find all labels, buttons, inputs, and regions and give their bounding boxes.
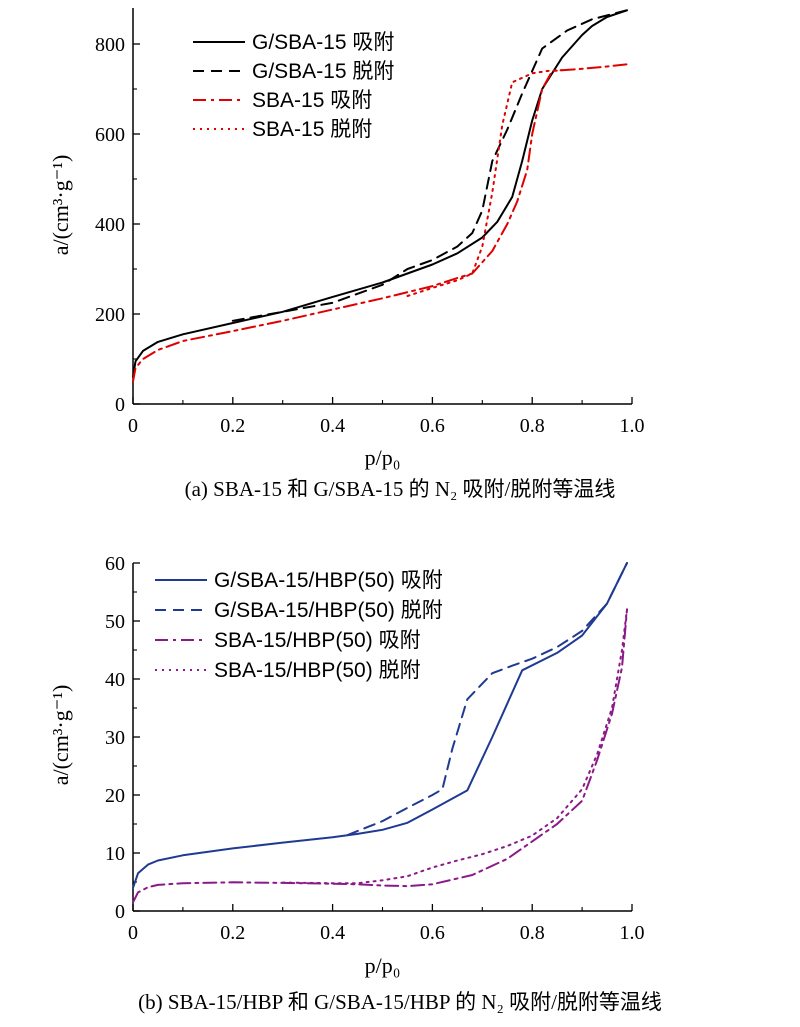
x-tick-label: 1.0 — [620, 415, 645, 437]
x-tick-label: 0 — [128, 415, 138, 437]
series-line-1 — [132, 9, 628, 378]
legend-label: SBA-15/HBP(50) 吸附 — [214, 629, 421, 652]
y-axis-label: a/(cm³·g⁻¹) — [48, 155, 73, 256]
x-tick-label: 0.8 — [520, 415, 545, 437]
legend-label: SBA-15 吸附 — [252, 89, 372, 112]
y-tick-label: 0 — [115, 394, 125, 416]
series-line-3 — [132, 63, 628, 383]
series-line-2 — [346, 562, 628, 836]
series-line-4 — [406, 69, 564, 297]
x-tick-label: 0 — [128, 922, 138, 944]
x-tick-label: 0.4 — [320, 922, 345, 944]
x-tick-label: 0.8 — [520, 922, 545, 944]
panel-b: 0 0.2 0.4 0.6 0.8 1.0 0 10 20 30 40 50 60 p/p₀ a/(cm³·… — [48, 553, 662, 1014]
x-axis-label: p/p₀ — [365, 953, 401, 978]
x-tick-label: 0.2 — [220, 415, 245, 437]
y-axis-label: a/(cm³·g⁻¹) — [48, 685, 73, 786]
x-tick-label: 1.0 — [620, 922, 645, 944]
y-tick-label: 600 — [95, 124, 125, 146]
legend-label: G/SBA-15 脱附 — [252, 60, 394, 83]
x-axis-label: p/p₀ — [365, 445, 401, 470]
x-tick-label: 0.2 — [220, 922, 245, 944]
series-line-4 — [281, 608, 628, 885]
panel-caption: (a) SBA-15 和 G/SBA-15 的 N₂ 吸附/脱附等温线 — [185, 477, 616, 501]
series-line-2 — [231, 9, 628, 322]
y-tick-label: 200 — [95, 304, 125, 326]
legend-label: SBA-15/HBP(50) 脱附 — [214, 659, 421, 682]
legend-label: G/SBA-15 吸附 — [252, 31, 394, 54]
legend-label: G/SBA-15/HBP(50) 脱附 — [214, 599, 443, 622]
y-tick-label: 50 — [105, 611, 125, 633]
legend-label: G/SBA-15/HBP(50) 吸附 — [214, 569, 443, 592]
y-tick-label: 20 — [105, 785, 125, 807]
legend-label: SBA-15 脱附 — [252, 118, 372, 141]
series-line-3 — [132, 608, 628, 904]
panel-caption: (b) SBA-15/HBP 和 G/SBA-15/HBP 的 N₂ 吸附/脱附… — [138, 990, 662, 1014]
y-tick-label: 60 — [105, 553, 125, 575]
x-tick-label: 0.6 — [420, 415, 445, 437]
y-tick-label: 40 — [105, 669, 125, 691]
y-tick-label: 0 — [115, 901, 125, 923]
y-tick-label: 400 — [95, 214, 125, 236]
x-tick-label: 0.6 — [420, 922, 445, 944]
y-tick-label: 10 — [105, 843, 125, 865]
x-tick-label: 0.4 — [320, 415, 345, 437]
panel-a: 0 0.2 0.4 0.6 0.8 1.0 0 200 400 600 800 p/p₀ a/(cm³·… — [48, 8, 645, 501]
y-tick-label: 800 — [95, 34, 125, 56]
series-line-1 — [132, 562, 628, 889]
y-tick-label: 30 — [105, 727, 125, 749]
